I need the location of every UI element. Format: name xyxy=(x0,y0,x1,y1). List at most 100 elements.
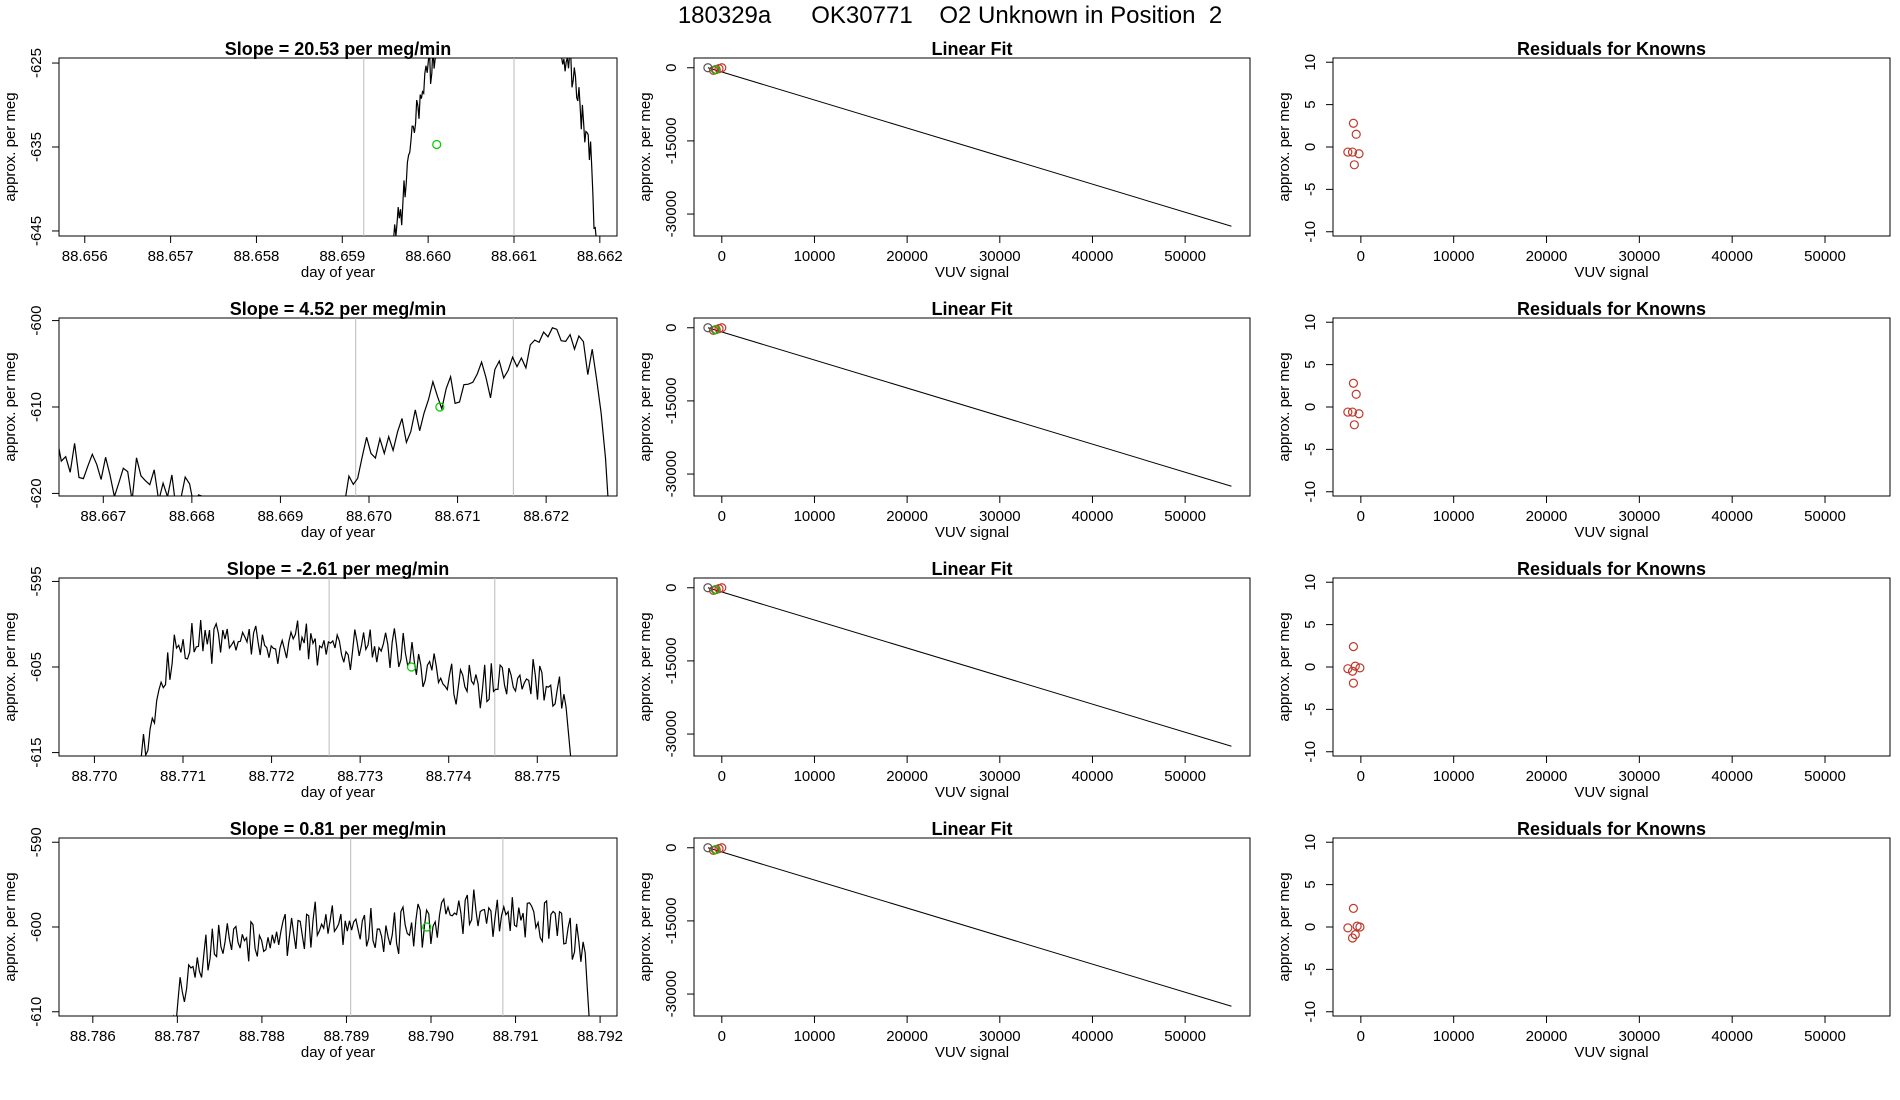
time-series-line xyxy=(391,58,597,236)
x-tick-label: 0 xyxy=(1357,1028,1365,1045)
figure-title: 180329a OK30771 O2 Unknown in Position 2 xyxy=(677,2,1223,29)
residual-point xyxy=(1351,389,1361,399)
y-tick-label: 5 xyxy=(1302,360,1319,368)
y-tick-label: 5 xyxy=(1302,620,1319,628)
x-axis-label: VUV signal xyxy=(935,784,1009,801)
known-point xyxy=(717,843,727,853)
y-tick-label: -610 xyxy=(28,392,45,422)
x-tick-label: 50000 xyxy=(1804,248,1846,265)
x-tick-label: 88.671 xyxy=(435,508,481,525)
residual-point xyxy=(1347,933,1358,943)
x-tick-label: 88.657 xyxy=(148,248,194,265)
x-tick-label: 40000 xyxy=(1072,768,1114,785)
y-tick-label: -615 xyxy=(28,738,45,768)
x-axis-label: VUV signal xyxy=(1574,1044,1648,1061)
y-axis-label: approx. per meg xyxy=(2,612,19,721)
x-tick-label: 10000 xyxy=(1433,768,1475,785)
plot-frame xyxy=(1332,577,1891,757)
residual-point xyxy=(1351,129,1361,139)
y-tick-label: -5 xyxy=(1302,963,1319,976)
y-tick-label: 0 xyxy=(1302,663,1319,671)
unknown-marker-point xyxy=(406,662,417,672)
x-tick-label: 40000 xyxy=(1711,508,1753,525)
chart-panel-time-series-row-3: Slope = -2.61 per meg/min 88.770 88.771 88.… xyxy=(2,559,618,801)
chart-panel-time-series-row-1: Slope = 20.53 per meg/min 88.656 88.657 88.… xyxy=(2,39,623,281)
y-tick-label: 0 xyxy=(663,324,680,332)
chart-title: Slope = 20.53 per meg/min xyxy=(225,39,452,59)
x-tick-label: 88.670 xyxy=(346,508,392,525)
y-axis-label: approx. per meg xyxy=(1276,612,1293,721)
chart-panel-residuals-row-3: Residuals for Knowns 0 10000 20000 30000 4000… xyxy=(1276,559,1891,801)
y-tick-label: -10 xyxy=(1302,741,1319,763)
y-tick-label: 0 xyxy=(1302,143,1319,151)
plot-area xyxy=(1343,378,1364,430)
chart-panel-linear-fit-row-4: Linear Fit 0 10000 20000 30000 40000 50000 VUV … xyxy=(637,819,1251,1061)
chart-panel-linear-fit-row-2: Linear Fit 0 10000 20000 30000 40000 50000 VUV … xyxy=(637,299,1251,541)
x-tick-label: 0 xyxy=(1357,508,1365,525)
chart-title: Linear Fit xyxy=(931,299,1012,319)
x-tick-label: 88.786 xyxy=(70,1028,116,1045)
x-tick-label: 10000 xyxy=(1433,248,1475,265)
unknown-marker-point xyxy=(435,402,445,412)
y-tick-label: 0 xyxy=(663,64,680,72)
y-tick-label: -645 xyxy=(28,216,45,246)
residual-point xyxy=(1347,147,1358,157)
y-tick-label: -595 xyxy=(28,566,45,596)
residual-point xyxy=(1350,661,1360,671)
x-tick-label: 88.771 xyxy=(160,768,206,785)
residual-point xyxy=(1348,378,1359,388)
chart-title: Slope = -2.61 per meg/min xyxy=(227,559,450,579)
x-tick-label: 20000 xyxy=(1526,248,1568,265)
x-tick-label: 0 xyxy=(718,248,726,265)
y-axis-label: approx. per meg xyxy=(637,612,654,721)
x-tick-label: 40000 xyxy=(1711,1028,1753,1045)
y-tick-label: -5 xyxy=(1302,183,1319,196)
chart-title: Slope = 0.81 per meg/min xyxy=(230,819,447,839)
y-tick-label: -10 xyxy=(1302,221,1319,243)
x-axis-label: VUV signal xyxy=(935,264,1009,281)
residual-point xyxy=(1349,420,1359,430)
x-tick-label: 20000 xyxy=(1526,768,1568,785)
plot-area xyxy=(172,838,590,1016)
x-tick-label: 88.672 xyxy=(523,508,569,525)
y-tick-label: -605 xyxy=(28,652,45,682)
plot-frame xyxy=(693,577,1251,757)
x-tick-label: 40000 xyxy=(1072,1028,1114,1045)
y-tick-label: -30000 xyxy=(663,191,680,238)
x-axis-label: VUV signal xyxy=(935,524,1009,541)
fit-line xyxy=(707,67,1232,227)
x-tick-label: 10000 xyxy=(794,1028,836,1045)
x-tick-label: 88.791 xyxy=(493,1028,539,1045)
y-tick-label: 10 xyxy=(1302,54,1319,71)
residual-point xyxy=(1348,118,1359,128)
residual-point xyxy=(1355,663,1365,673)
reference-point xyxy=(703,323,713,333)
x-axis-label: VUV signal xyxy=(1574,784,1648,801)
x-tick-label: 10000 xyxy=(794,248,836,265)
y-tick-label: 0 xyxy=(1302,923,1319,931)
plot-frame xyxy=(693,837,1251,1017)
x-tick-label: 20000 xyxy=(886,508,928,525)
chart-panel-residuals-row-4: Residuals for Knowns 0 10000 20000 30000 4000… xyxy=(1276,819,1891,1061)
residual-point xyxy=(1348,903,1359,913)
x-tick-label: 20000 xyxy=(886,768,928,785)
x-tick-label: 88.660 xyxy=(405,248,451,265)
x-tick-label: 40000 xyxy=(1711,248,1753,265)
y-tick-label: -30000 xyxy=(663,451,680,498)
plot-area xyxy=(363,58,597,236)
time-series-line xyxy=(140,620,572,756)
x-tick-label: 0 xyxy=(718,508,726,525)
x-tick-label: 0 xyxy=(1357,248,1365,265)
x-tick-label: 50000 xyxy=(1164,768,1206,785)
y-axis-label: approx. per meg xyxy=(1276,872,1293,981)
y-tick-label: -600 xyxy=(28,306,45,336)
x-tick-label: 88.667 xyxy=(80,508,126,525)
residual-point xyxy=(1347,666,1358,676)
x-tick-label: 0 xyxy=(718,768,726,785)
y-tick-label: -610 xyxy=(28,997,45,1027)
chart-panel-residuals-row-1: Residuals for Knowns 0 10000 20000 30000 4000… xyxy=(1276,39,1891,281)
reference-point xyxy=(703,843,713,853)
plot-frame xyxy=(1332,837,1891,1017)
chart-panel-linear-fit-row-3: Linear Fit 0 10000 20000 30000 40000 50000 VUV … xyxy=(637,559,1251,801)
x-tick-label: 20000 xyxy=(1526,1028,1568,1045)
